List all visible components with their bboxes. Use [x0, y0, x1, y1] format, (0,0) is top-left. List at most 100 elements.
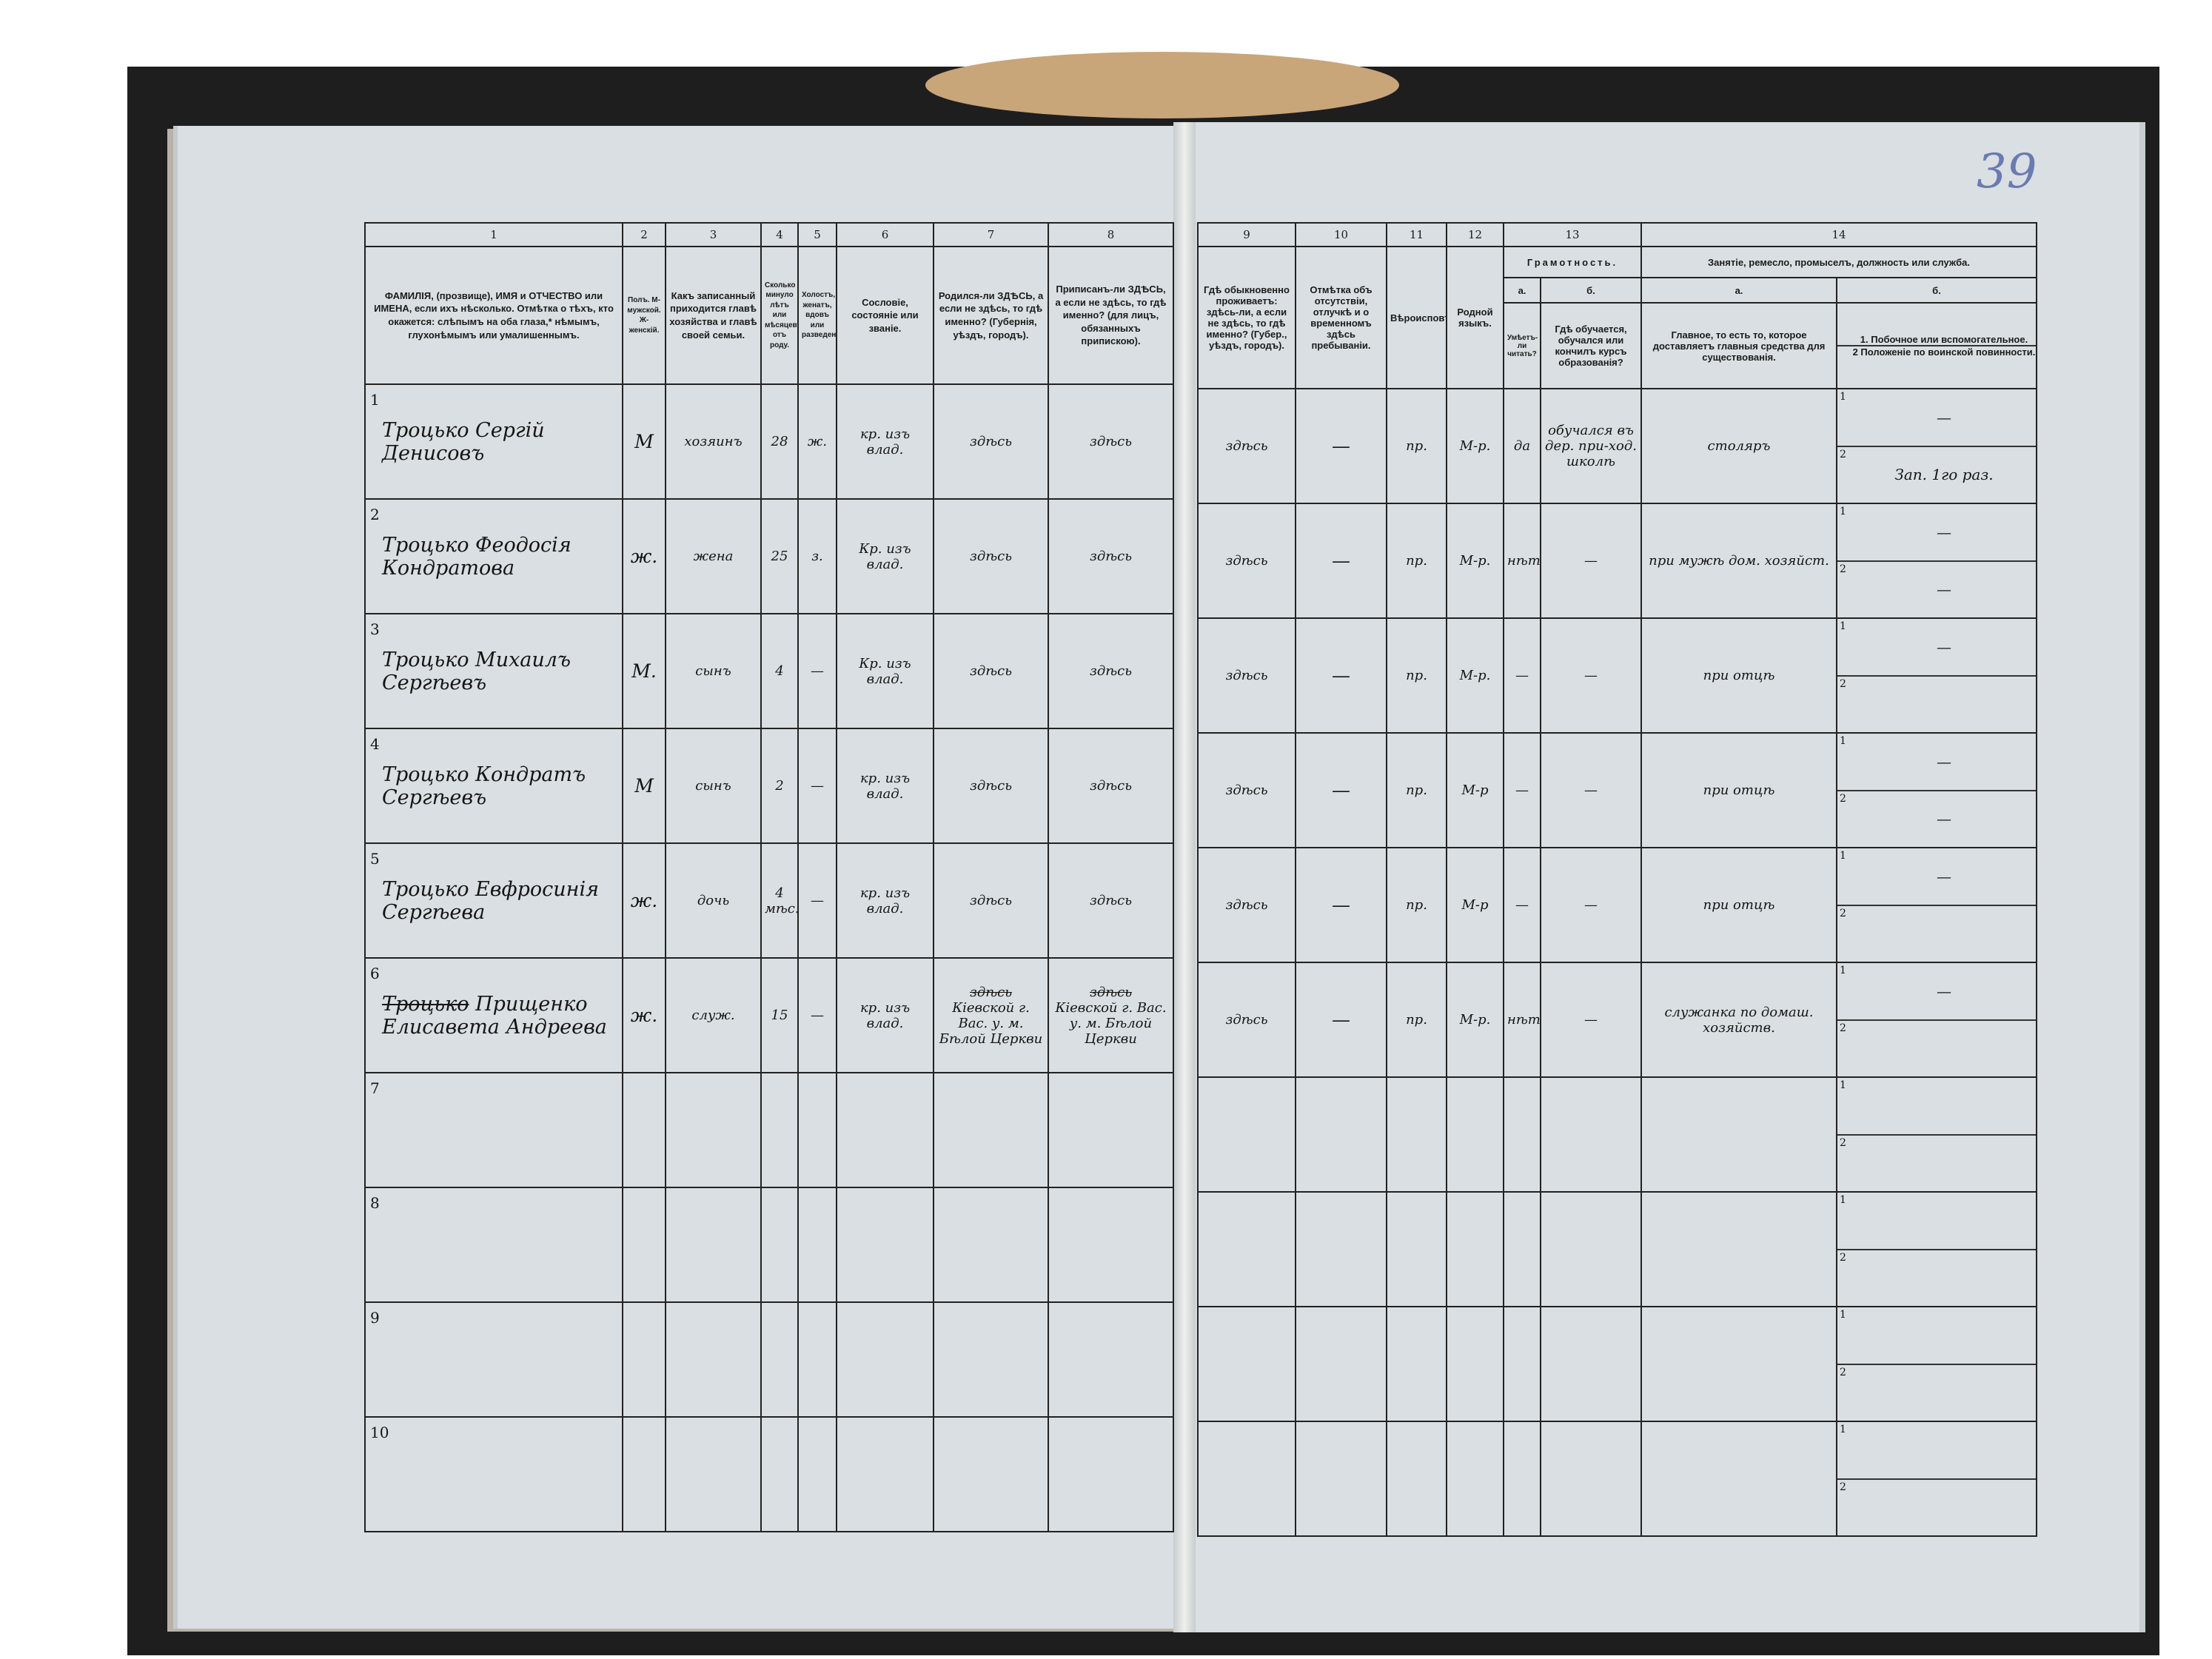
residence-cell: [1197, 1191, 1296, 1307]
column-number: 12: [1446, 222, 1504, 247]
sex-cell: ж.: [622, 498, 666, 614]
cell-text: Кіевской г. Вас. у. м. Бѣлой Церкви: [1055, 999, 1167, 1047]
absence-cell: [1295, 1421, 1387, 1537]
estate-cell: [836, 1301, 934, 1418]
religion-cell: пр.: [1386, 962, 1447, 1078]
header-estate: Сословіе, состояніе или званіе.: [836, 246, 934, 385]
column-number-row: 1 2 3 4 5 6 7 8: [364, 222, 1174, 247]
language-cell: М-р.: [1446, 962, 1504, 1078]
literacy-cell: [1503, 1191, 1541, 1307]
side-occupation: 1—: [1838, 620, 2035, 677]
school-cell: —: [1540, 732, 1642, 848]
row-number: 9: [370, 1309, 380, 1327]
language-cell: М-р.: [1446, 617, 1504, 734]
language-cell: М-р.: [1446, 388, 1504, 504]
header-main-occupation: Главное, то есть то, которое доставляетъ…: [1640, 302, 1837, 389]
sex-cell: [622, 1301, 666, 1418]
estate-cell: кр. изъ влад.: [836, 842, 934, 959]
marital-cell: [797, 1187, 837, 1303]
residence-cell: здѣсь: [1197, 847, 1296, 963]
cell-text: —: [1937, 580, 1951, 599]
row-number: 2: [370, 506, 380, 523]
school-cell: [1540, 1306, 1642, 1422]
sub-label: 2: [1840, 1366, 1846, 1378]
age-cell: 28: [760, 383, 799, 500]
occupation-cell: [1640, 1306, 1837, 1422]
language-cell: М-р.: [1446, 503, 1504, 619]
literacy-cell: нѣтъ: [1503, 503, 1541, 619]
person-name: Прищенко Елисавета Андреева: [382, 992, 607, 1039]
cell-text: —: [1937, 523, 1951, 541]
sub-label: 2: [1840, 563, 1846, 575]
religion-cell: пр.: [1386, 732, 1447, 848]
marital-cell: —: [797, 957, 837, 1073]
page-number: 39: [1977, 144, 2037, 199]
name-cell: 6 Троцько Прищенко Елисавета Андреева: [364, 957, 623, 1073]
age-cell: [760, 1187, 799, 1303]
table-row: 9: [364, 1301, 1174, 1418]
registered-cell: здѣсь: [1048, 383, 1174, 500]
sub-label: 2: [1840, 792, 1846, 805]
literacy-cell: —: [1503, 732, 1541, 848]
header-age: Сколько минуло лѣтъ или мѣсяцевъ отъ род…: [760, 246, 799, 385]
header-detail-row: Умѣетъ-ли читать? Гдѣ обучается, обучалс…: [1198, 302, 2037, 389]
header-can-read: Умѣетъ-ли читать?: [1503, 302, 1541, 389]
sub-label: 1: [1840, 1079, 1846, 1091]
header-sex: Полъ. М-мужской. Ж-женскій.: [622, 246, 666, 385]
cell-text: —: [1937, 752, 1951, 771]
cell-text: —: [1937, 637, 1951, 656]
table-row: здѣсь — пр. М-р. да обучался въ дер. при-ход.…: [1197, 388, 2037, 504]
relation-cell: сынъ: [665, 613, 762, 729]
registered-cell: здѣсь Кіевской г. Вас. у. м. Бѣлой Церкви: [1048, 957, 1174, 1073]
side-occupation: 1—: [1838, 849, 2035, 906]
absence-cell: —: [1295, 847, 1387, 963]
birthplace-cell: здѣсь: [933, 383, 1049, 500]
absence-cell: —: [1295, 732, 1387, 848]
absence-cell: —: [1295, 388, 1387, 504]
absence-cell: [1295, 1191, 1387, 1307]
language-cell: [1446, 1306, 1504, 1422]
relation-cell: жена: [665, 498, 762, 614]
literacy-cell: —: [1503, 617, 1541, 734]
row-number: 3: [370, 620, 380, 638]
birthplace-cell: [933, 1072, 1049, 1188]
occupation-cell: служанка по домаш. хозяйств.: [1640, 962, 1837, 1078]
religion-cell: [1386, 1306, 1447, 1422]
header-side-occupation: 1. Побочное или вспомогательное.: [1838, 334, 2035, 346]
estate-cell: кр. изъ влад.: [836, 728, 934, 844]
language-cell: [1446, 1076, 1504, 1193]
absence-cell: —: [1295, 617, 1387, 734]
person-name: Троцько Сергій Денисовъ: [382, 418, 545, 465]
school-cell: [1540, 1076, 1642, 1193]
name-cell: 10: [364, 1416, 623, 1532]
header-birthplace: Родился-ли ЗДѢСЬ, а если не здѣсь, то гд…: [933, 246, 1049, 385]
header-marital: Холостъ, женатъ, вдовъ или разведенъ.: [797, 246, 837, 385]
occupation-14b-cell: 1—2—: [1836, 503, 2037, 619]
absence-cell: —: [1295, 962, 1387, 1078]
age-cell: 4 мѣс.: [760, 842, 799, 959]
relation-cell: хозяинъ: [665, 383, 762, 500]
struck-text: здѣсь: [970, 984, 1012, 1000]
registered-cell: здѣсь: [1048, 613, 1174, 729]
residence-cell: [1197, 1421, 1296, 1537]
name-cell: 7: [364, 1072, 623, 1188]
sub-label: 2: [1840, 1022, 1846, 1034]
header-language: Родной языкъ.: [1446, 246, 1504, 389]
language-cell: [1446, 1421, 1504, 1537]
sub-label: 1: [1840, 1424, 1846, 1435]
school-cell: —: [1540, 503, 1642, 619]
registered-cell: здѣсь: [1048, 498, 1174, 614]
military-status: 2: [1838, 1136, 2035, 1191]
sub-label: 1: [1840, 1309, 1846, 1321]
table-row: здѣсь—пр.М-р.нѣтъ—служанка по домаш. хоз…: [1197, 962, 2037, 1078]
relation-cell: служ.: [665, 957, 762, 1073]
age-cell: [760, 1301, 799, 1418]
sub-label: 1: [1840, 735, 1846, 747]
side-occupation: 1: [1838, 1423, 2035, 1480]
absence-cell: —: [1295, 503, 1387, 619]
column-number: 3: [665, 222, 762, 247]
birthplace-cell: [933, 1301, 1049, 1418]
registered-cell: здѣсь: [1048, 728, 1174, 844]
